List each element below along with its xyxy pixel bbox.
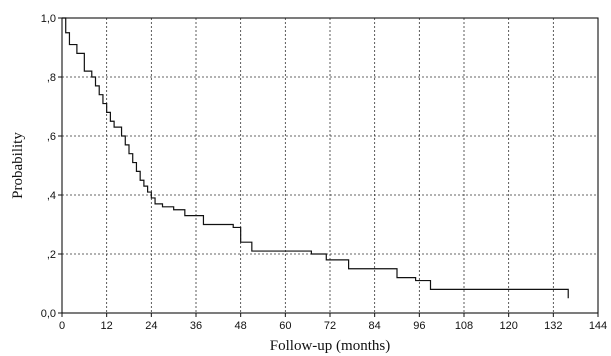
survival-curve: [62, 17, 569, 299]
y-tick-label: 0,0: [41, 308, 56, 320]
x-axis-ticks: 0 12 24 36 48 60 72 84 96 108 120 132 144: [59, 313, 607, 332]
y-tick-label: ,4: [47, 190, 56, 202]
x-tick-label: 144: [589, 320, 607, 332]
x-tick-label: 132: [544, 320, 562, 332]
y-axis-label: Probability: [10, 132, 26, 199]
y-tick-label: ,2: [47, 249, 56, 261]
x-tick-label: 120: [499, 320, 517, 332]
grid: [62, 18, 598, 313]
x-tick-label: 84: [369, 320, 381, 332]
x-tick-label: 36: [190, 320, 202, 332]
y-tick-label: ,8: [47, 72, 56, 84]
x-tick-label: 0: [59, 320, 65, 332]
curve-layer: [62, 17, 569, 299]
x-axis-label: Follow-up (months): [270, 338, 390, 354]
x-tick-label: 24: [145, 320, 157, 332]
y-tick-label: 1,0: [41, 13, 56, 25]
y-tick-label: ,6: [47, 131, 56, 143]
y-axis-ticks: 0,0 ,2 ,4 ,6 ,8 1,0: [41, 13, 62, 320]
x-tick-label: 12: [101, 320, 113, 332]
x-tick-label: 108: [455, 320, 473, 332]
x-tick-label: 96: [413, 320, 425, 332]
x-tick-label: 60: [279, 320, 291, 332]
x-tick-label: 48: [235, 320, 247, 332]
x-tick-label: 72: [324, 320, 336, 332]
